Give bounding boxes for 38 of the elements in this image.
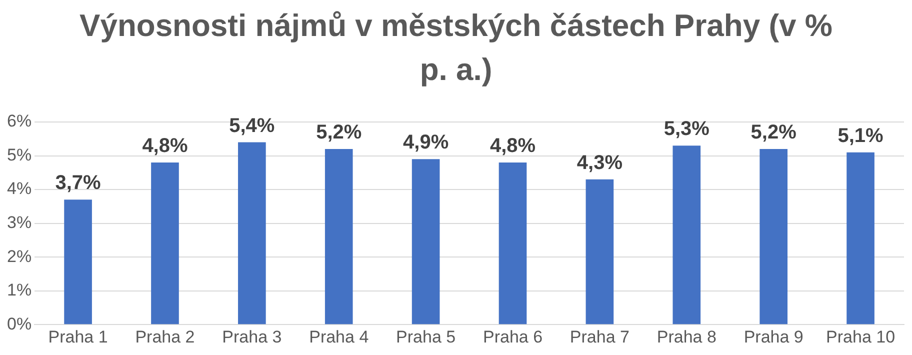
data-label: 4,3% bbox=[576, 152, 623, 174]
bar bbox=[64, 200, 92, 324]
y-tick-label: 0% bbox=[6, 314, 32, 334]
y-tick-label: 6% bbox=[6, 112, 32, 131]
bar bbox=[238, 142, 266, 324]
data-label: 3,7% bbox=[55, 172, 102, 194]
data-label: 5,1% bbox=[838, 124, 884, 147]
x-tick-label: Praha 3 bbox=[222, 327, 282, 346]
bar bbox=[672, 146, 701, 324]
y-tick-label: 2% bbox=[6, 246, 32, 266]
data-label: 4,8% bbox=[142, 135, 188, 158]
x-tick-label: Praha 7 bbox=[570, 327, 630, 346]
bar bbox=[760, 149, 788, 324]
data-label: 4,8% bbox=[490, 135, 536, 158]
y-tick-label: 3% bbox=[6, 212, 32, 232]
data-label: 5,3% bbox=[664, 118, 710, 140]
data-label: 5,4% bbox=[229, 114, 275, 137]
y-tick-label: 4% bbox=[6, 179, 32, 198]
bar bbox=[498, 162, 527, 324]
bar bbox=[846, 152, 874, 324]
x-tick-label: Praha 9 bbox=[744, 327, 804, 346]
x-tick-label: Praha 4 bbox=[309, 327, 369, 346]
bar bbox=[324, 149, 353, 324]
data-label: 4,9% bbox=[403, 132, 449, 154]
bar bbox=[412, 159, 440, 324]
x-tick-label: Praha 10 bbox=[826, 327, 896, 346]
x-tick-label: Praha 6 bbox=[482, 327, 543, 346]
bar bbox=[151, 162, 179, 324]
data-label: 5,2% bbox=[750, 122, 797, 144]
y-tick-label: 1% bbox=[6, 280, 32, 300]
x-tick-label: Praha 8 bbox=[656, 327, 716, 346]
x-tick-label: Praha 1 bbox=[48, 327, 108, 346]
x-tick-label: Praha 5 bbox=[396, 327, 456, 346]
data-label: 5,2% bbox=[316, 122, 362, 144]
chart-title: Výnosnosti nájmů v městských částech Prahy (v % p. a.) bbox=[78, 7, 834, 89]
bar bbox=[586, 179, 614, 324]
y-tick-label: 5% bbox=[6, 145, 32, 164]
x-tick-label: Praha 2 bbox=[135, 327, 195, 346]
